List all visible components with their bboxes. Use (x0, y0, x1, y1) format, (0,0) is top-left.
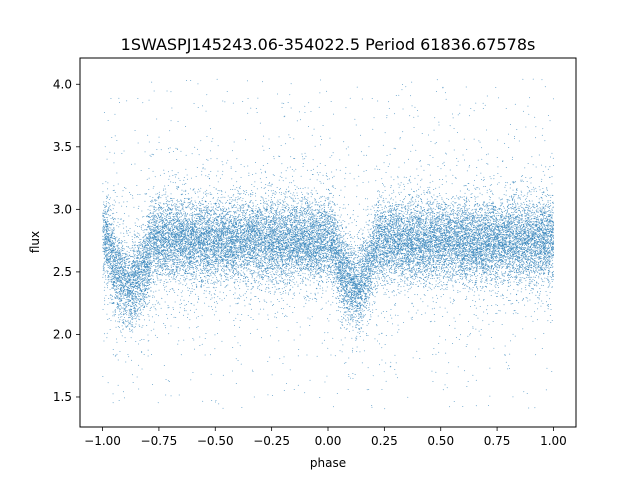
x-tick-label: 1.00 (540, 434, 567, 448)
y-tick-label: 3.5 (53, 140, 72, 154)
x-tick-label: 0.25 (371, 434, 398, 448)
x-tick-label: −0.50 (197, 434, 234, 448)
y-tick-label: 2.5 (53, 265, 72, 279)
x-tick-label: −1.00 (84, 434, 121, 448)
y-axis-label: flux (28, 231, 42, 253)
x-tick-label: 0.50 (427, 434, 454, 448)
x-tick-label: −0.75 (141, 434, 178, 448)
y-tick-label: 4.0 (53, 77, 72, 91)
y-axis-ticks: 1.5 2.0 2.5 3.0 3.5 4.0 (53, 77, 80, 404)
y-tick-label: 3.0 (53, 202, 72, 216)
chart-title: 1SWASPJ145243.06-354022.5 Period 61836.6… (121, 35, 536, 54)
x-tick-label: 0.75 (484, 434, 511, 448)
data-points (102, 78, 555, 410)
y-tick-label: 1.5 (53, 390, 72, 404)
x-tick-label: −0.25 (253, 434, 290, 448)
x-tick-label: 0.00 (315, 434, 342, 448)
y-tick-label: 2.0 (53, 327, 72, 341)
scatter-series (102, 78, 555, 410)
x-axis-label: phase (310, 456, 346, 470)
x-axis-ticks: −1.00 −0.75 −0.50 −0.25 0.00 0.25 0.50 0.75 1.00 (84, 427, 567, 448)
